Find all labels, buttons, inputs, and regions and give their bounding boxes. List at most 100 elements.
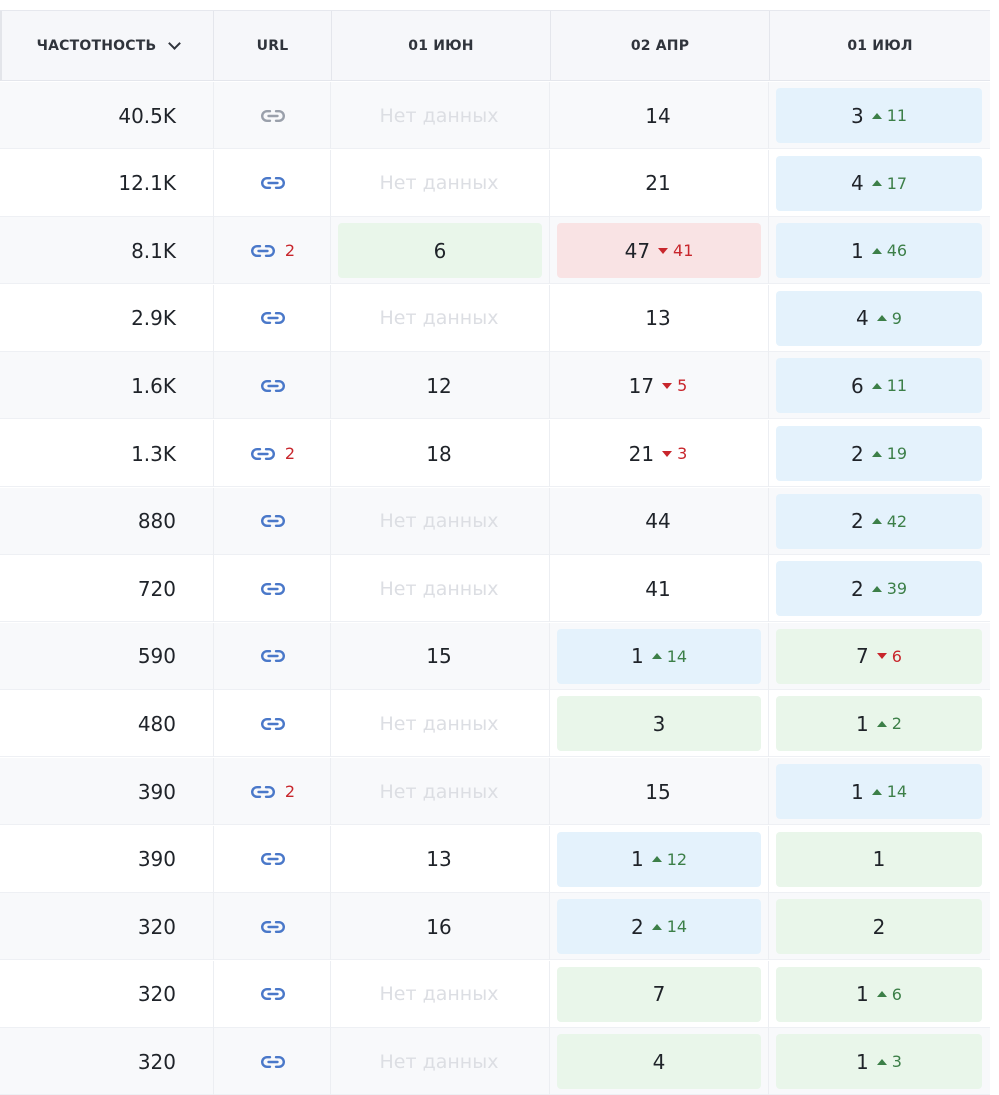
position-cell-apr[interactable]: 13: [549, 285, 767, 352]
column-divider: [330, 622, 331, 690]
position-delta-value: 3: [891, 1052, 902, 1072]
column-header-date-3[interactable]: 01 ИЮЛ: [770, 11, 990, 80]
position-cell-jun[interactable]: 12: [330, 352, 548, 419]
position-cell-apr[interactable]: 44: [549, 488, 767, 555]
position-cell-apr[interactable]: 21: [549, 150, 767, 217]
column-divider: [549, 960, 550, 1028]
position-cell-jun[interactable]: Нет данных: [330, 961, 548, 1028]
column-divider: [768, 825, 769, 893]
position-cell-jun[interactable]: Нет данных: [330, 82, 548, 149]
position-delta-value: 6: [891, 646, 902, 666]
url-cell[interactable]: [214, 623, 331, 690]
position-value: 2: [850, 509, 864, 534]
position-cell-jun[interactable]: Нет данных: [330, 150, 548, 217]
position-value: 17: [628, 373, 655, 398]
position-cell-jun[interactable]: Нет данных: [330, 1028, 548, 1095]
column-divider: [549, 217, 550, 285]
position-cell-jun[interactable]: 18: [330, 420, 548, 487]
position-cell-jun[interactable]: Нет данных: [330, 488, 548, 555]
column-header-url[interactable]: URL: [214, 11, 331, 80]
no-data-label: Нет данных: [379, 577, 499, 600]
url-cell[interactable]: [214, 1028, 331, 1095]
column-header-frequency[interactable]: ЧАСТОТНОСТЬ: [2, 11, 214, 80]
url-cell[interactable]: 2: [214, 420, 331, 487]
column-header-date-2[interactable]: 02 АПР: [551, 11, 769, 80]
url-cell[interactable]: [214, 488, 331, 555]
position-cell-jun[interactable]: Нет данных: [330, 285, 548, 352]
column-divider: [213, 622, 214, 690]
position-cell-apr[interactable]: 15: [549, 758, 767, 825]
position-delta-value: 9: [891, 308, 902, 328]
position-cell-apr[interactable]: 3: [557, 696, 761, 752]
url-cell[interactable]: [214, 826, 331, 893]
column-divider: [549, 893, 550, 961]
url-count-badge: 2: [284, 444, 296, 463]
position-cell-jun[interactable]: 6: [338, 223, 542, 279]
column-divider: [549, 352, 550, 420]
column-header-date-1[interactable]: 01 ИЮН: [332, 11, 550, 80]
position-value: 6: [433, 238, 447, 263]
position-cell-jun[interactable]: 13: [330, 826, 548, 893]
column-divider: [768, 893, 769, 961]
url-cell[interactable]: 2: [214, 758, 331, 825]
position-cell-jun[interactable]: Нет данных: [330, 758, 548, 825]
position-delta-value: 42: [886, 511, 908, 531]
position-cell-apr[interactable]: 1 12: [557, 831, 761, 887]
url-cell[interactable]: [214, 690, 331, 757]
position-cell-apr[interactable]: 2 14: [557, 899, 761, 955]
url-cell[interactable]: [214, 285, 331, 352]
position-cell-apr[interactable]: 4: [557, 1034, 761, 1090]
column-divider: [330, 149, 331, 217]
column-divider: [330, 1028, 331, 1095]
position-value: 2: [850, 441, 864, 466]
position-cell-jun[interactable]: Нет данных: [330, 690, 548, 757]
url-cell[interactable]: [214, 893, 331, 960]
position-cell-jul[interactable]: 1: [776, 831, 982, 887]
position-cell-jul[interactable]: 1 46: [776, 223, 982, 279]
position-cell-jul[interactable]: 2 39: [776, 561, 982, 617]
position-cell-jul[interactable]: 1 14: [776, 764, 982, 819]
position-cell-jul[interactable]: 2 19: [776, 426, 982, 481]
position-delta: 3: [662, 444, 687, 463]
position-cell-jul[interactable]: 2 42: [776, 493, 982, 549]
header-divider: [550, 11, 551, 80]
url-cell[interactable]: [214, 150, 331, 217]
url-cell[interactable]: [214, 961, 331, 1028]
link-icon: [260, 177, 285, 190]
table-row: 320 16 2 14 2: [0, 893, 990, 961]
position-cell-jun[interactable]: 16: [330, 893, 548, 960]
position-delta: 17: [871, 174, 907, 193]
position-cell-apr[interactable]: 7: [557, 966, 761, 1022]
url-cell[interactable]: [214, 352, 331, 419]
frequency-value: 40.5K: [118, 103, 176, 128]
position-cell-apr[interactable]: 47 41: [557, 223, 761, 279]
position-cell-jul[interactable]: 2: [776, 899, 982, 955]
column-divider: [330, 960, 331, 1028]
position-value: 1: [850, 238, 864, 263]
position-cell-apr[interactable]: 21 3: [549, 420, 767, 487]
position-cell-jul[interactable]: 6 11: [776, 358, 982, 414]
top-divider: [0, 10, 990, 11]
url-cell[interactable]: [214, 82, 331, 149]
triangle-down-icon: [662, 450, 673, 457]
frequency-value: 880: [137, 509, 176, 534]
position-cell-jul[interactable]: 4 17: [776, 155, 982, 211]
position-cell-jun[interactable]: 15: [330, 623, 548, 690]
url-cell[interactable]: [214, 555, 331, 622]
position-delta: 2: [876, 714, 902, 733]
position-value: 16: [426, 914, 452, 939]
position-cell-apr[interactable]: 14: [549, 82, 767, 149]
position-cell-apr[interactable]: 17 5: [549, 352, 767, 419]
url-cell[interactable]: 2: [214, 217, 331, 284]
position-cell-jul[interactable]: 3 11: [776, 88, 982, 143]
no-data-label: Нет данных: [379, 172, 499, 195]
position-value: 12: [426, 373, 452, 398]
position-cell-jun[interactable]: Нет данных: [330, 555, 548, 622]
position-cell-apr[interactable]: 1 14: [557, 628, 761, 684]
position-cell-apr[interactable]: 41: [549, 555, 767, 622]
